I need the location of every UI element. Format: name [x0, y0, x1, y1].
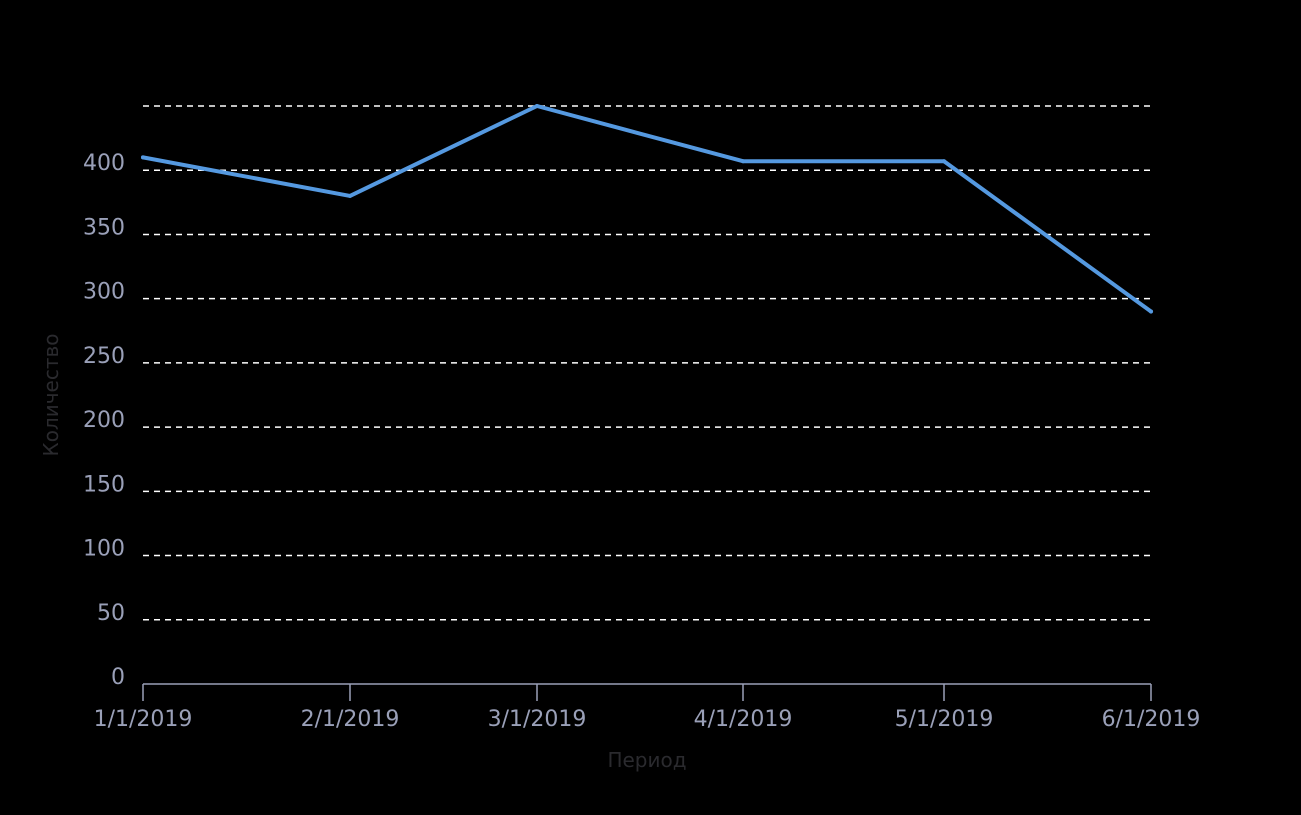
y-axis-title: Количество [39, 333, 63, 456]
data-point [141, 155, 145, 160]
data-point [1149, 309, 1153, 314]
x-axis [142, 683, 1152, 701]
y-tick-label: 350 [83, 215, 125, 240]
series-line [141, 104, 1153, 314]
y-tick-label: 200 [83, 408, 125, 433]
y-axis-tick-labels: 0 50 100 150 200 250 300 350 400 [83, 151, 125, 690]
grid-lines [143, 105, 1151, 621]
x-tick-label: 2/1/2019 [301, 707, 400, 732]
x-tick-label: 4/1/2019 [694, 707, 793, 732]
series-layer [141, 104, 1153, 314]
y-tick-label: 100 [83, 537, 125, 562]
x-tick-label: 1/1/2019 [94, 707, 193, 732]
x-tick-label: 3/1/2019 [488, 707, 587, 732]
y-tick-label: 400 [83, 151, 125, 176]
data-point [348, 193, 352, 198]
x-tick-label: 6/1/2019 [1102, 707, 1201, 732]
x-tick-label: 5/1/2019 [895, 707, 994, 732]
data-point [535, 104, 539, 108]
y-tick-label: 150 [83, 472, 125, 497]
x-axis-title: Период [607, 748, 686, 772]
data-point [741, 159, 745, 164]
y-tick-label: 250 [83, 344, 125, 369]
x-axis-tick-labels: 1/1/2019 2/1/2019 3/1/2019 4/1/2019 5/1/2019… [94, 707, 1201, 732]
y-tick-label: 300 [83, 280, 125, 305]
data-point [942, 159, 946, 164]
y-tick-label: 0 [111, 665, 125, 690]
y-tick-label: 50 [97, 601, 125, 626]
